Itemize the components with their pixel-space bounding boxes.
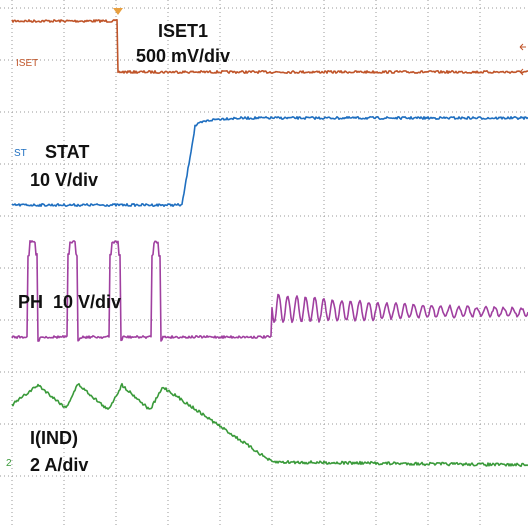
channel-label: PH 10 V/div	[18, 292, 121, 312]
offset-arrow	[519, 68, 526, 76]
channel-label: STAT	[45, 142, 89, 162]
trigger-marker	[113, 8, 123, 15]
trace	[11, 19, 528, 74]
trace	[11, 116, 528, 207]
channel-tag: ST	[14, 148, 27, 159]
channel-scale: 10 V/div	[30, 170, 98, 190]
channel-tag: 2	[6, 458, 12, 469]
channel-tag: ISET	[16, 58, 38, 69]
offset-arrow	[519, 43, 526, 51]
channel-label: I(IND)	[30, 428, 78, 448]
channel-label: ISET1	[158, 21, 208, 41]
traces	[11, 19, 528, 468]
trace	[11, 382, 528, 468]
trace	[11, 240, 528, 342]
channel-scale: 500 mV/div	[136, 46, 230, 66]
channel-scale: 2 A/div	[30, 455, 88, 475]
